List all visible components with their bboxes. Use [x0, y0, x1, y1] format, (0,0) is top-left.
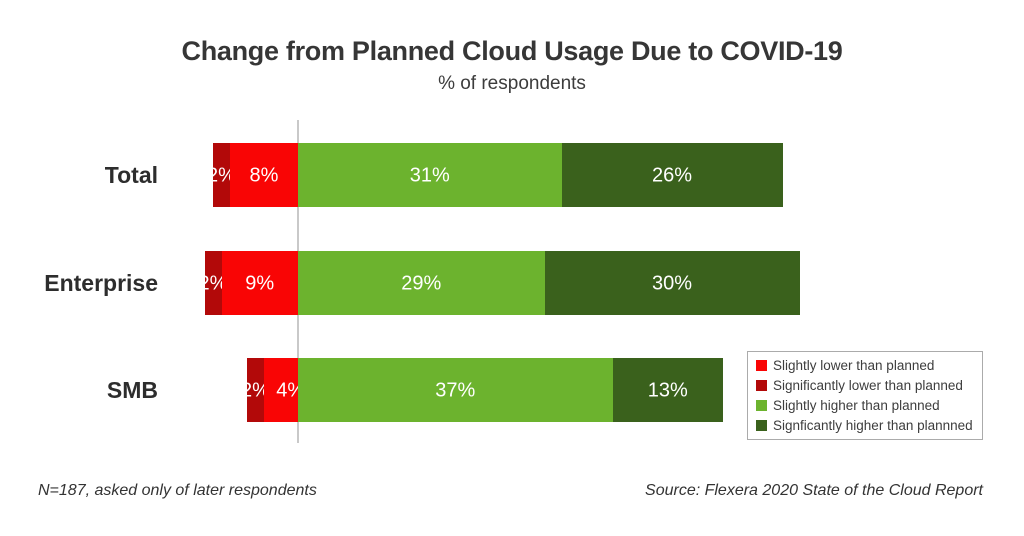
- bar-segment-slightly-lower: [230, 143, 298, 207]
- value-label-slightly-lower: 9%: [245, 272, 275, 295]
- legend-label-significantly-higher: Signficantly higher than plannned: [773, 417, 973, 433]
- legend-item-significantly-higher: Signficantly higher than plannned: [756, 418, 974, 433]
- legend-swatch-slightly-higher: [756, 399, 767, 411]
- bar-segment-slightly-higher: [298, 358, 613, 422]
- legend-label-slightly-lower: Slightly lower than planned: [773, 358, 935, 374]
- chart-title: Change from Planned Cloud Usage Due to C…: [181, 36, 843, 66]
- value-label-significantly-higher: 30%: [651, 272, 693, 295]
- bar-segment-slightly-higher: [298, 143, 562, 207]
- legend-swatch-significantly-lower: [756, 380, 767, 392]
- bar-segment-slightly-lower: [221, 251, 298, 315]
- chart-subtitle: % of respondents: [438, 73, 586, 94]
- legend: Slightly lower than planned Significantly…: [747, 351, 983, 440]
- category-label-total: Total: [104, 162, 158, 188]
- legend-item-slightly-higher: Slightly higher than planned: [756, 398, 974, 413]
- category-label-smb: SMB: [106, 377, 158, 403]
- bar-segment-slightly-higher: [298, 251, 545, 315]
- bar-segment-significantly-higher: [612, 358, 723, 422]
- value-label-slightly-lower: 4%: [276, 379, 306, 402]
- legend-swatch-significantly-higher: [756, 419, 767, 431]
- legend-item-significantly-lower: Significantly lower than planned: [756, 378, 974, 393]
- legend-item-slightly-lower: Slightly lower than planned: [756, 358, 974, 373]
- bar-segment-significantly-lower: [213, 143, 230, 207]
- value-label-significantly-higher: 26%: [651, 164, 693, 187]
- bar-segment-slightly-lower: [264, 358, 298, 422]
- bar-segment-significantly-higher: [544, 251, 800, 315]
- legend-swatch-slightly-lower: [756, 360, 767, 372]
- value-label-slightly-higher: 29%: [401, 272, 442, 295]
- legend-label-significantly-lower: Significantly lower than planned: [773, 378, 963, 394]
- value-label-slightly-higher: 31%: [409, 164, 450, 187]
- legend-label-slightly-higher: Slightly higher than planned: [773, 397, 940, 413]
- category-label-enterprise: Enterprise: [44, 270, 158, 296]
- bar-segment-significantly-lower: [204, 251, 222, 315]
- value-label-significantly-higher: 13%: [647, 379, 688, 402]
- value-label-significantly-lower: 2%: [198, 272, 228, 295]
- value-label-slightly-lower: 8%: [249, 164, 279, 187]
- bar-segment-significantly-lower: [247, 358, 264, 422]
- value-label-slightly-higher: 37%: [435, 379, 476, 402]
- value-label-significantly-lower: 2%: [207, 164, 236, 187]
- sample-size-note: N=187, asked only of later respondents: [38, 482, 317, 499]
- source-note: Source: Flexera 2020 State of the Cloud …: [645, 482, 983, 499]
- value-label-significantly-lower: 2%: [241, 379, 270, 402]
- bar-segment-significantly-higher: [561, 143, 783, 207]
